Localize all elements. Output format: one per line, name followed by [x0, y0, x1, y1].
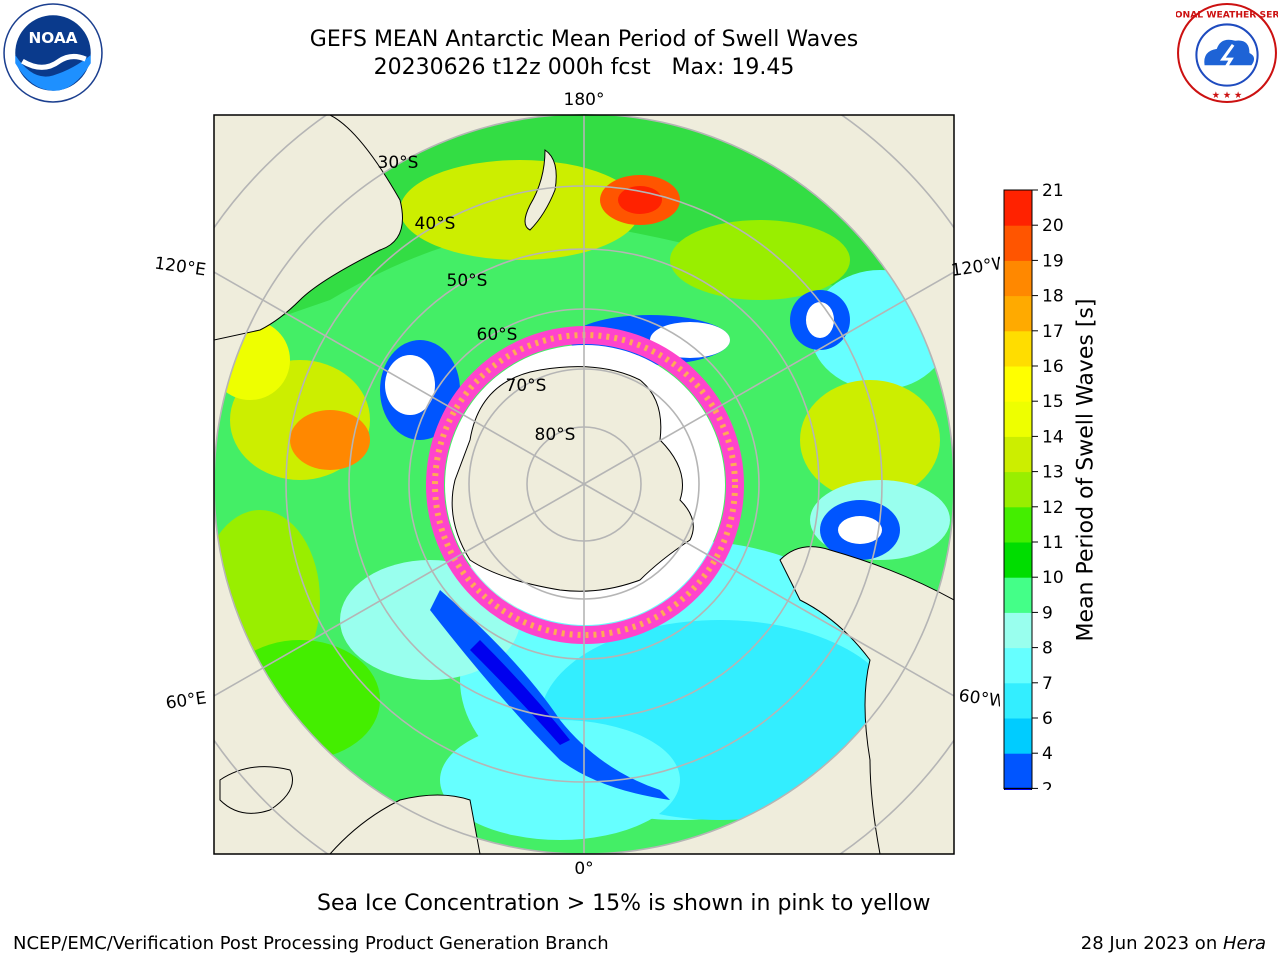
lon-label-bottom: 0°	[574, 859, 593, 879]
lat-label-50s: 50°S	[447, 271, 488, 291]
polar-map: 180° 0° 120°E 60°E 120°W 60°W 30°S 40°S …	[153, 90, 1000, 879]
colorbar-tick-label: 13	[1042, 463, 1064, 483]
chart-title: GEFS MEAN Antarctic Mean Period of Swell…	[309, 27, 859, 52]
colorbar-frame	[1003, 189, 1033, 789]
colorbar-bin	[1004, 753, 1032, 789]
colorbar-tick-label: 8	[1042, 639, 1053, 659]
colorbar-tick-label: 15	[1042, 392, 1064, 412]
footer-date-text: 28 Jun 2023 on	[1080, 933, 1223, 954]
chart-subtitle: 20230626 t12z 000h fcst Max: 19.45	[373, 55, 795, 80]
lon-label-left-upper: 120°E	[153, 254, 207, 281]
lat-label-70s: 70°S	[506, 376, 547, 396]
colorbar-bin	[1004, 330, 1032, 367]
lat-label-60s: 60°S	[477, 325, 518, 345]
noaa-logo-text: NOAA	[28, 29, 77, 47]
noaa-logo-icon: NOAA	[3, 3, 103, 103]
colorbar-bin	[1004, 542, 1032, 578]
sea-ice-note: Sea Ice Concentration > 15% is shown in …	[317, 891, 931, 916]
colorbar-tick-label: 4	[1042, 744, 1053, 764]
colorbar-tick-label: 11	[1042, 533, 1064, 553]
colorbar-tick-label: 16	[1042, 357, 1064, 377]
colorbar-tick-label: 14	[1042, 427, 1064, 447]
colorbar-ticks: 2 4 6 7 8 9 10 11 12 13 14 15 16 17 18 19 20 21	[1032, 181, 1064, 790]
colorbar-tick-label: 18	[1042, 287, 1064, 307]
colorbar-bin	[1004, 612, 1032, 649]
gridlines	[214, 115, 954, 854]
colorbar-bin	[1004, 577, 1032, 613]
lat-label-80s: 80°S	[535, 425, 576, 445]
colorbar-label: Mean Period of Swell Waves [s]	[1073, 298, 1099, 642]
lat-label-30s: 30°S	[378, 153, 419, 173]
colorbar-tick-label: 9	[1042, 603, 1053, 623]
nws-logo-text: NATIONAL WEATHER SERVICE	[1176, 9, 1278, 20]
colorbar-bin	[1004, 260, 1032, 297]
colorbar-bin	[1004, 295, 1032, 332]
colorbar-tick-label: 2	[1042, 779, 1053, 790]
continents	[214, 115, 954, 854]
lon-label-left-lower: 60°E	[165, 688, 208, 713]
nws-logo-icon: NATIONAL WEATHER SERVICE ★ ★ ★	[1176, 3, 1278, 103]
colorbar-bin	[1004, 366, 1032, 402]
footer-date: 28 Jun 2023 on Hera	[1081, 933, 1266, 954]
colorbar-tick-label: 20	[1042, 216, 1064, 236]
lon-label-top: 180°	[564, 90, 605, 110]
lat-label-40s: 40°S	[415, 214, 456, 234]
colorbar-tick-label: 7	[1042, 674, 1053, 694]
colorbar-tick-label: 19	[1042, 251, 1064, 271]
colorbar-tick-label: 21	[1042, 181, 1064, 201]
colorbar-bin	[1004, 718, 1032, 754]
map-frame	[213, 114, 955, 855]
colorbar: 2 4 6 7 8 9 10 11 12 13 14 15 16 17 18 19 20 21	[1003, 181, 1064, 790]
colorbar-tick-label: 6	[1042, 709, 1053, 729]
footer-machine: Hera	[1222, 933, 1266, 954]
colorbar-bin	[1004, 506, 1032, 543]
colorbar-bin	[1004, 682, 1032, 719]
colorbar-bin	[1004, 190, 1032, 226]
colorbar-bin	[1004, 225, 1032, 261]
colorbar-bin	[1004, 401, 1032, 437]
colorbar-bin	[1004, 471, 1032, 508]
colorbar-tick-label: 10	[1042, 568, 1064, 588]
svg-text:★ ★ ★: ★ ★ ★	[1212, 90, 1243, 101]
colorbar-tick-label: 17	[1042, 322, 1064, 342]
colorbar-bin	[1004, 436, 1032, 473]
colorbar-bin	[1004, 647, 1032, 684]
footer-credit: NCEP/EMC/Verification Post Processing Pr…	[13, 933, 609, 954]
colorbar-bins	[1003, 189, 1033, 790]
colorbar-tick-label: 12	[1042, 498, 1064, 518]
